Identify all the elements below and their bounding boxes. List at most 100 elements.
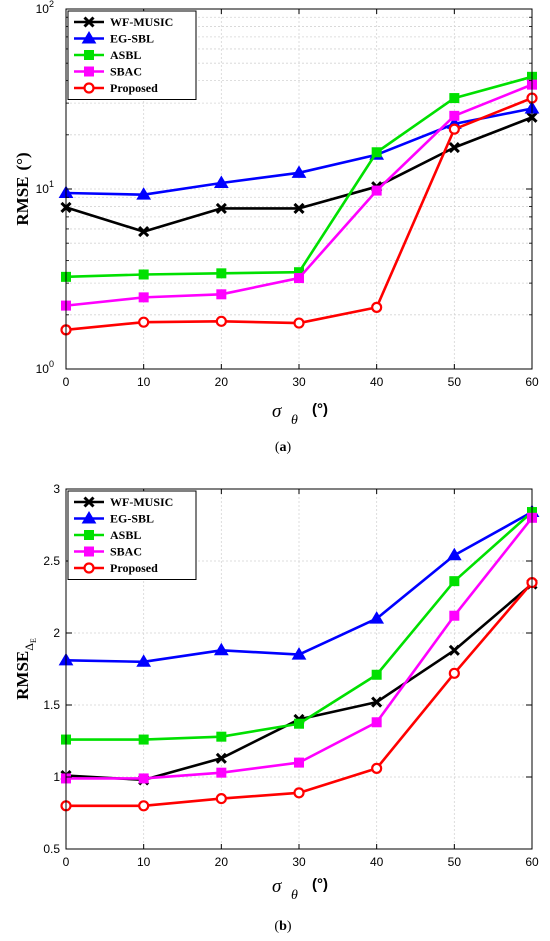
x-axis-label-b: σ θ (°) (272, 876, 328, 903)
panel-caption-a: (a) (275, 440, 292, 455)
data-point (448, 123, 460, 135)
x-tick-label: 10 (137, 855, 151, 869)
data-point (369, 611, 385, 624)
legend-a: WF-MUSIC EG-SBL ASBL SBAC Proposed (67, 10, 197, 100)
data-point (216, 289, 227, 300)
data-point (136, 654, 152, 667)
legend-b: WF-MUSIC EG-SBL ASBL SBAC Proposed (67, 490, 197, 580)
legend-entry: EG-SBL (74, 511, 154, 526)
legend-entry: EG-SBL (74, 31, 154, 46)
data-point (293, 317, 305, 329)
data-point (215, 752, 227, 764)
data-point (213, 175, 229, 188)
y-tick-label: 2 (53, 626, 60, 640)
data-point (215, 315, 227, 327)
legend-label: EG-SBL (110, 512, 154, 526)
series-proposed (60, 576, 538, 812)
legend-entry: Proposed (74, 561, 158, 575)
data-point (138, 773, 149, 784)
y-tick-label: 100 (36, 359, 54, 376)
x-tick-label: 40 (370, 855, 384, 869)
legend-label: ASBL (110, 48, 141, 62)
data-point (138, 800, 150, 812)
data-point (291, 165, 307, 178)
legend-marker (81, 511, 97, 524)
data-point (293, 787, 305, 799)
data-point (449, 576, 460, 587)
data-point (371, 147, 382, 158)
legend-entry: Proposed (74, 81, 158, 95)
x-axis-unit-a: (°) (312, 401, 328, 418)
legend-marker (84, 546, 94, 557)
legend-entry: ASBL (74, 528, 141, 542)
data-point (215, 202, 227, 214)
y-tick-label: 2.5 (43, 554, 60, 568)
x-axis-subscript-a: θ (291, 413, 298, 428)
y-tick-label: 102 (36, 0, 54, 16)
legend-label: Proposed (110, 81, 158, 95)
x-axis-subscript-b: θ (291, 888, 298, 903)
data-point (371, 301, 383, 313)
data-point (371, 717, 382, 728)
data-point (291, 647, 307, 660)
series-wf-music (60, 111, 538, 238)
legend-entry: ASBL (74, 48, 141, 62)
data-point (371, 185, 382, 196)
y-tick-label: 1.5 (43, 698, 60, 712)
data-point (138, 734, 149, 745)
series-asbl (61, 507, 537, 745)
data-point (293, 202, 305, 214)
y-tick-label: 0.5 (43, 842, 60, 856)
x-tick-label: 30 (292, 375, 306, 389)
grid-a (66, 9, 532, 369)
chart-panel-a: 0 10 20 30 40 50 60 100 101 102 WF-MUSIC EG-SBL ASB… (13, 0, 540, 455)
legend-marker (81, 31, 97, 44)
data-point (138, 226, 150, 238)
data-point (371, 762, 383, 774)
data-point (449, 93, 460, 104)
data-point (294, 273, 304, 284)
legend-label: ASBL (110, 528, 141, 542)
data-point (216, 767, 227, 778)
y-tick-label: 101 (36, 179, 54, 196)
x-axis-label-a: σ θ (°) (272, 401, 328, 428)
legend-marker (83, 562, 95, 574)
legend-marker (84, 50, 94, 60)
legend-marker (84, 66, 94, 77)
x-axis-symbol-b: σ (272, 876, 282, 897)
legend-label: WF-MUSIC (110, 495, 173, 509)
legend-label: WF-MUSIC (110, 15, 173, 29)
data-point (371, 669, 382, 680)
data-point (449, 110, 460, 121)
legend-label: SBAC (110, 545, 142, 559)
data-point (371, 696, 383, 708)
legend-entry: WF-MUSIC (74, 15, 173, 29)
ticks-b: 0 10 20 30 40 50 60 0.5 1 1.5 2 2.5 3 (43, 482, 539, 869)
data-point (449, 610, 460, 621)
x-axis-unit-b: (°) (312, 876, 328, 893)
x-tick-label: 0 (63, 855, 70, 869)
panel-caption-b: (b) (274, 919, 291, 934)
legend-label: EG-SBL (110, 32, 154, 46)
data-point (216, 731, 227, 742)
data-point (294, 718, 304, 729)
data-point (136, 187, 152, 200)
chart-panel-b: 0 10 20 30 40 50 60 0.5 1 1.5 2 2.5 3 WF-MUSIC EG-SBL… (13, 482, 540, 934)
series-group-a (58, 71, 540, 336)
data-point (446, 547, 462, 561)
legend-entry: SBAC (74, 65, 142, 79)
y-tick-label: 3 (53, 482, 60, 496)
data-point (216, 268, 227, 279)
x-tick-label: 20 (215, 375, 229, 389)
x-tick-label: 0 (63, 375, 70, 389)
x-tick-label: 50 (448, 855, 462, 869)
legend-label: Proposed (110, 561, 158, 575)
y-axis-label-a: RMSE(°) (13, 152, 32, 225)
data-point (138, 316, 150, 328)
legend-marker (83, 82, 95, 94)
data-point (138, 269, 149, 280)
legend-entry: SBAC (74, 545, 142, 559)
data-point (448, 141, 460, 154)
x-tick-label: 30 (292, 855, 306, 869)
